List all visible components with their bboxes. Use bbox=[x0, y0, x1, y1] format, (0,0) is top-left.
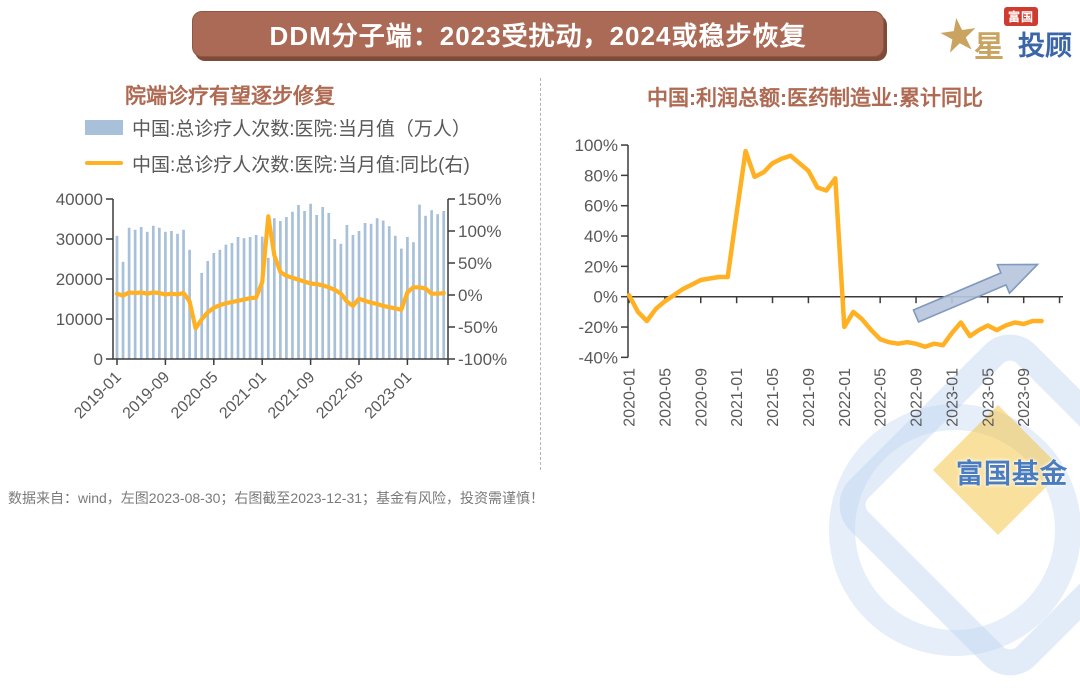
legend-item-line: 中国:总诊疗人次数:医院:当月值:同比(右) bbox=[85, 148, 535, 178]
logo-xing-char: 星 bbox=[974, 31, 1004, 64]
recovery-arrow-annotation bbox=[912, 263, 1040, 324]
svg-text:100%: 100% bbox=[575, 136, 618, 155]
svg-text:2021-01: 2021-01 bbox=[729, 368, 746, 427]
svg-text:2023-09: 2023-09 bbox=[1016, 368, 1033, 427]
svg-text:2020-05: 2020-05 bbox=[168, 369, 222, 423]
logo-tougu-text: 投顾 bbox=[1018, 31, 1072, 61]
svg-text:50%: 50% bbox=[458, 254, 492, 273]
svg-text:80%: 80% bbox=[584, 166, 618, 185]
title-banner: DDM分子端：2023受扰动，2024或稳步恢复 bbox=[192, 11, 884, 57]
svg-text:2020-01: 2020-01 bbox=[622, 368, 639, 427]
svg-text:0%: 0% bbox=[593, 288, 618, 307]
hospital-visits-chart: 0 10000 20000 30000 40000 150% 100% 50% 0% -50% -1… bbox=[56, 190, 507, 423]
right-chart-title: 中国:利润总额:医药制造业:累计同比 bbox=[647, 87, 983, 110]
svg-text:100%: 100% bbox=[458, 222, 501, 241]
svg-text:2022-05: 2022-05 bbox=[873, 368, 890, 427]
profit-yoy-line bbox=[626, 148, 1044, 349]
legend-label-line: 中国:总诊疗人次数:医院:当月值:同比(右) bbox=[132, 154, 470, 176]
svg-text:-50%: -50% bbox=[458, 318, 498, 337]
pharma-profit-chart: 100% 80% 60% 40% 20% 0% -20% -40%2020-01 2020-05… bbox=[575, 136, 1063, 427]
svg-text:2021-09: 2021-09 bbox=[801, 368, 818, 427]
svg-text:30000: 30000 bbox=[56, 230, 103, 249]
page-title: DDM分子端：2023受扰动，2024或稳步恢复 bbox=[269, 20, 807, 51]
svg-text:2022-05: 2022-05 bbox=[313, 369, 367, 423]
left-chart-title: 院端诊疗有望逐步修复 bbox=[125, 85, 335, 108]
svg-text:2023-01: 2023-01 bbox=[362, 369, 416, 423]
svg-text:0: 0 bbox=[94, 350, 103, 369]
svg-text:2021-01: 2021-01 bbox=[216, 369, 270, 423]
svg-text:20000: 20000 bbox=[56, 270, 103, 289]
line-swatch-icon bbox=[85, 161, 123, 165]
svg-text:20%: 20% bbox=[584, 257, 618, 276]
yoy-line bbox=[114, 214, 446, 331]
svg-text:10000: 10000 bbox=[56, 310, 103, 329]
svg-text:2019-09: 2019-09 bbox=[120, 369, 174, 423]
panel-divider bbox=[540, 78, 541, 470]
svg-text:0%: 0% bbox=[458, 286, 483, 305]
brand-logo: ★ 星 富国 投顾 bbox=[935, 4, 1076, 64]
svg-text:150%: 150% bbox=[458, 190, 501, 209]
svg-text:2022-09: 2022-09 bbox=[909, 368, 926, 427]
logo-fuguo-badge: 富国 bbox=[1004, 7, 1039, 26]
svg-text:2021-05: 2021-05 bbox=[765, 368, 782, 427]
svg-text:2023-01: 2023-01 bbox=[944, 368, 961, 427]
svg-text:-40%: -40% bbox=[578, 348, 618, 367]
svg-text:2023-05: 2023-05 bbox=[980, 368, 997, 427]
svg-text:2022-01: 2022-01 bbox=[837, 368, 854, 427]
legend-item-bar: 中国:总诊疗人次数:医院:当月值（万人） bbox=[85, 112, 535, 142]
source-footnote: 数据来自：wind，左图2023-08-30；右图截至2023-12-31；基金… bbox=[8, 490, 545, 506]
svg-text:2020-05: 2020-05 bbox=[657, 368, 674, 427]
bar-swatch-icon bbox=[85, 119, 123, 135]
svg-text:40%: 40% bbox=[584, 227, 618, 246]
legend-label-bar: 中国:总诊疗人次数:医院:当月值（万人） bbox=[132, 118, 471, 140]
svg-text:-100%: -100% bbox=[458, 350, 507, 369]
svg-text:2020-09: 2020-09 bbox=[693, 368, 710, 427]
svg-text:2019-01: 2019-01 bbox=[71, 369, 125, 423]
svg-text:-20%: -20% bbox=[578, 318, 618, 337]
svg-text:2021-09: 2021-09 bbox=[265, 369, 319, 423]
bars-group bbox=[115, 203, 446, 359]
svg-text:60%: 60% bbox=[584, 197, 618, 216]
left-chart-legend: 中国:总诊疗人次数:医院:当月值（万人） 中国:总诊疗人次数:医院:当月值:同比… bbox=[85, 112, 535, 184]
svg-text:40000: 40000 bbox=[56, 190, 103, 209]
